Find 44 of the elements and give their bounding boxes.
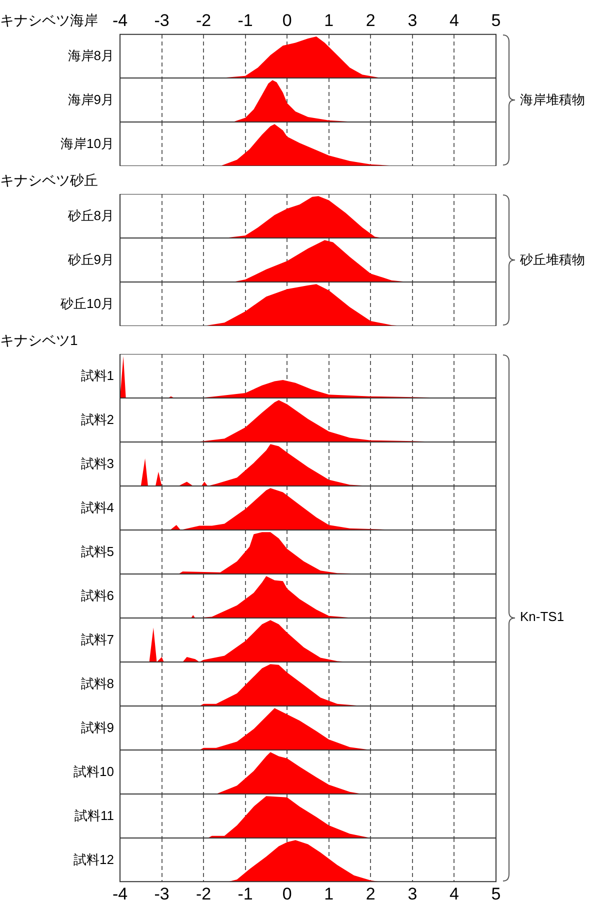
x-tick-label: 3 — [408, 10, 418, 30]
y-axis-title: 試料4 — [80, 499, 114, 517]
y-axis-title: 試料6 — [80, 587, 114, 605]
x-tick-label: 1 — [324, 884, 334, 904]
y-axis-title: 試料2 — [80, 411, 114, 429]
text: 海岸堆積物 — [520, 91, 585, 109]
x-tick-label: 0 — [282, 10, 292, 30]
y-axis-title: 試料11 — [74, 807, 114, 825]
y-axis-title: 試料5 — [80, 543, 114, 561]
chart-title: キナシベツ1 — [0, 332, 78, 350]
x-tick-label: 2 — [366, 884, 376, 904]
y-axis-title: 砂丘10月 — [60, 295, 114, 313]
text: Kn-TS1 — [520, 609, 564, 624]
y-axis-title: 砂丘9月 — [66, 251, 114, 269]
y-axis-title: 海岸8月 — [66, 47, 114, 65]
y-axis-title: 海岸9月 — [66, 91, 114, 109]
y-axis-title: 試料9 — [80, 719, 114, 737]
x-tick-label: 1 — [324, 10, 334, 30]
x-tick-label: 0 — [282, 884, 292, 904]
x-tick-label: 4 — [449, 884, 459, 904]
x-tick-label: 3 — [408, 884, 418, 904]
x-tick-label: 2 — [366, 10, 376, 30]
x-tick-label: -4 — [112, 10, 128, 30]
y-axis-title: 試料8 — [80, 675, 114, 693]
y-axis-title: 砂丘8月 — [66, 207, 114, 225]
y-axis-title: 試料12 — [72, 851, 114, 869]
y-axis-title: 試料10 — [72, 763, 114, 781]
x-tick-label: -2 — [196, 10, 212, 30]
chart-title: キナシベツ砂丘 — [0, 172, 98, 190]
x-tick-label: -1 — [238, 10, 253, 30]
y-axis-title: 試料3 — [80, 455, 114, 473]
x-tick-label: -3 — [154, 884, 170, 904]
x-tick-label: -4 — [112, 884, 128, 904]
x-tick-label: -1 — [238, 884, 253, 904]
y-axis-title: 海岸10月 — [60, 135, 114, 153]
y-axis-title: 試料1 — [80, 367, 114, 385]
y-axis-title: 試料7 — [80, 631, 114, 649]
x-tick-label: -2 — [196, 884, 212, 904]
text: 砂丘堆積物 — [520, 251, 585, 269]
chart-title: キナシベツ海岸 — [0, 12, 98, 30]
x-tick-label: 4 — [449, 10, 459, 30]
x-tick-label: 5 — [491, 10, 501, 30]
x-tick-label: -3 — [154, 10, 170, 30]
x-tick-label: 5 — [491, 884, 501, 904]
